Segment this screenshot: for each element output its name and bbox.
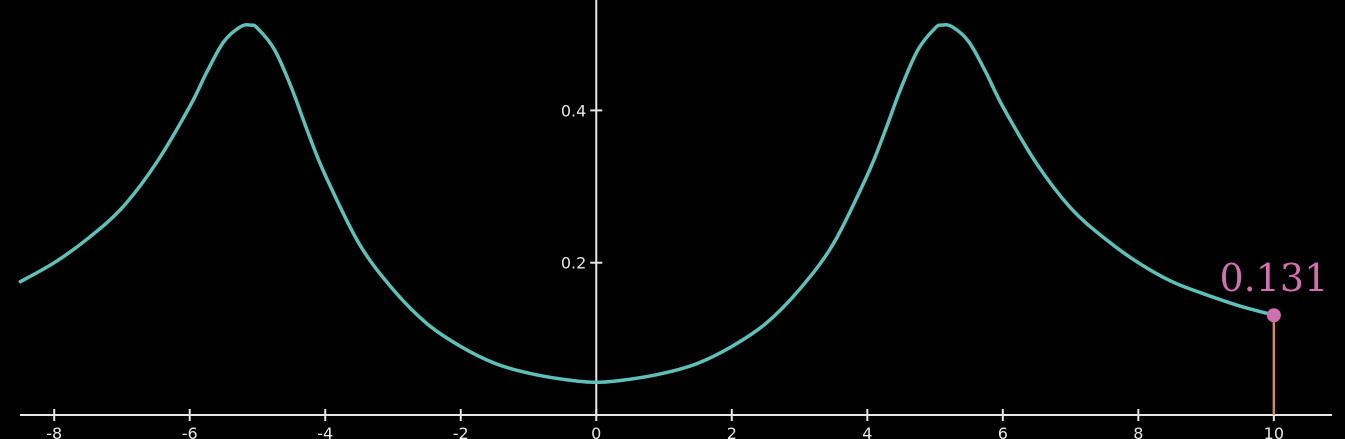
x-tick-label: 8 (1133, 424, 1143, 439)
x-tick-label: 6 (998, 424, 1008, 439)
highlight-value-label: 0.131 (1219, 256, 1328, 300)
highlight-point (1266, 308, 1281, 323)
y-tick-label: 0.2 (561, 254, 586, 273)
x-tick-label: 0 (591, 424, 601, 439)
x-tick-label: -4 (317, 424, 333, 439)
x-tick-label: -8 (46, 424, 62, 439)
x-tick-label: 2 (727, 424, 737, 439)
x-tick-label: -2 (453, 424, 469, 439)
x-tick-label: 10 (1264, 424, 1284, 439)
y-tick-label: 0.4 (561, 101, 586, 120)
x-tick-label: 4 (862, 424, 872, 439)
x-tick-label: -6 (182, 424, 198, 439)
series-line (18, 23, 1276, 385)
